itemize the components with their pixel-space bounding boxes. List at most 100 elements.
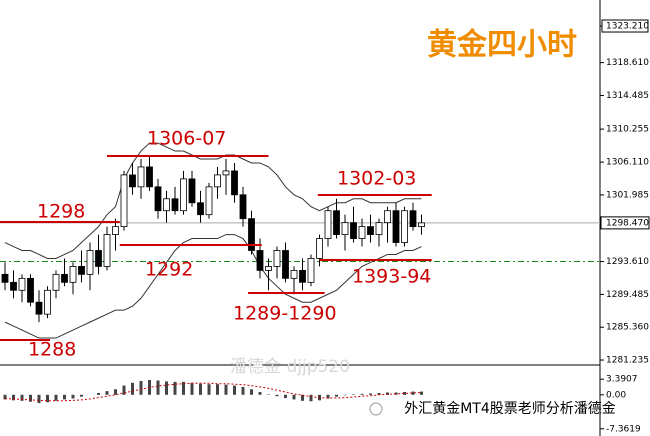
candle-body: [350, 222, 357, 239]
macd-bar: [360, 393, 364, 395]
candle-body: [154, 186, 162, 212]
macd-bar: [386, 392, 389, 395]
candle-body: [69, 266, 77, 283]
annotation-label: 1393-94: [352, 266, 431, 288]
footer-text: 外汇黄金MT4股票老师分析潘德金: [404, 400, 616, 417]
candle-body: [10, 281, 17, 291]
candle-body: [197, 202, 204, 216]
annotation-label: 1289-1290: [233, 302, 337, 324]
macd-bar: [275, 394, 279, 397]
macd-bar: [216, 384, 219, 395]
macd-bar: [403, 392, 406, 395]
candle-body: [316, 238, 323, 259]
bollinger-band: [4, 234, 422, 339]
candle-body: [282, 250, 289, 279]
candle-body: [44, 289, 51, 315]
candle-body: [129, 174, 136, 188]
candle-body: [375, 222, 383, 235]
candle-body: [61, 273, 68, 283]
macd-bar: [20, 394, 24, 401]
y-tick-label: 1310.255: [606, 125, 649, 135]
macd-bar: [420, 391, 423, 395]
wechat-icon: [369, 402, 383, 416]
macd-bar: [284, 394, 287, 399]
candle-body: [163, 198, 170, 212]
macd-bar: [63, 394, 66, 400]
macd-bar: [131, 382, 134, 395]
candle-body: [95, 250, 102, 267]
macd-bar: [258, 392, 262, 395]
macd-bar: [105, 391, 109, 395]
macd-bar: [190, 382, 194, 395]
candle-body: [307, 258, 315, 283]
candle-body: [27, 277, 34, 303]
macd-bar: [309, 394, 313, 402]
macd-bar: [182, 381, 185, 395]
candle-body: [78, 266, 85, 275]
macd-tick-label: 3.3907: [606, 375, 638, 385]
watermark: 潘德金 djjp520: [230, 357, 350, 377]
annotation-label: 1306-07: [147, 128, 226, 150]
y-tick-label: 1289.485: [606, 290, 649, 300]
macd-bar: [377, 392, 381, 395]
macd-bar: [165, 381, 168, 395]
annotation-label: 1288: [28, 339, 76, 361]
candle-body: [137, 166, 145, 188]
y-tick-label: 1314.485: [606, 91, 649, 101]
macd-bar: [207, 384, 211, 395]
macd-bar: [369, 393, 372, 395]
y-tick-label: 1285.360: [606, 323, 649, 333]
candle-body: [171, 198, 179, 212]
y-tick-label: 1281.235: [606, 356, 649, 366]
candle-body: [324, 210, 332, 239]
candle-body: [392, 210, 400, 243]
candle-body: [401, 210, 408, 243]
candle-body: [290, 269, 298, 279]
macd-bar: [233, 385, 236, 395]
macd-bar: [173, 381, 177, 395]
macd-bar: [326, 394, 330, 399]
candle-body: [384, 210, 391, 224]
bollinger-band: [4, 142, 422, 259]
annotation-label: 1292: [145, 259, 193, 281]
candle-body: [180, 178, 187, 212]
candle-body: [222, 170, 230, 176]
macd-bar: [139, 380, 143, 395]
candle-body: [52, 273, 60, 291]
chart-title: 黄金四小时: [427, 28, 577, 63]
candle-body: [256, 250, 264, 271]
y-tick-label: 1306.110: [606, 158, 649, 168]
candle-body: [1, 273, 9, 283]
macd-bar: [156, 380, 160, 395]
candle-body: [409, 210, 417, 228]
macd-tick-label: 0.00: [606, 390, 626, 400]
candle-body: [35, 301, 43, 315]
candle-body: [358, 226, 366, 239]
candle-body: [120, 174, 128, 228]
annotation-label: 1302-03: [337, 168, 416, 190]
macd-bar: [37, 394, 41, 404]
macd-bar: [292, 394, 296, 400]
macd-bar: [97, 392, 100, 395]
y-tick-label: 1301.985: [606, 190, 649, 200]
candle-body: [341, 222, 349, 235]
candle-body: [86, 250, 94, 275]
macd-bar: [301, 394, 304, 401]
candle-body: [214, 174, 221, 188]
macd-tick-label: -7.3619: [606, 424, 641, 434]
candle-body: [146, 166, 153, 188]
macd-bar: [12, 394, 15, 401]
y-tick-label: 1323.210: [606, 22, 649, 32]
macd-bar: [224, 384, 228, 395]
candle-body: [188, 178, 196, 204]
candle-body: [103, 234, 111, 267]
candle-body: [273, 250, 281, 267]
candle-body: [205, 186, 213, 216]
tick-box: [601, 19, 649, 33]
y-tick-label: 1318.610: [606, 58, 649, 68]
candle-body: [231, 170, 238, 196]
macd-bar: [80, 394, 83, 397]
macd-bar: [411, 391, 415, 395]
macd-bar: [46, 394, 49, 403]
